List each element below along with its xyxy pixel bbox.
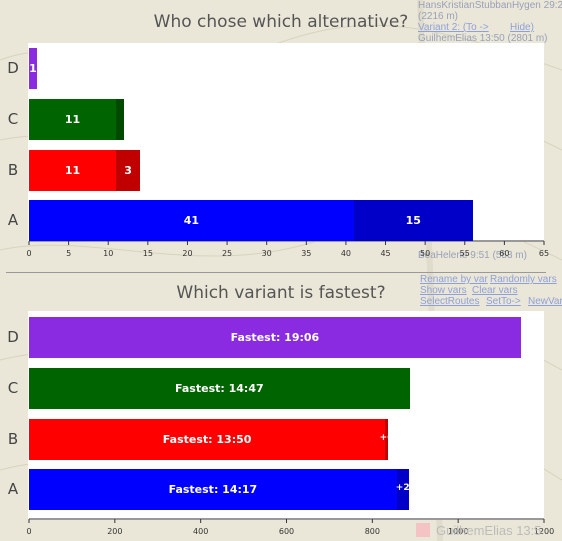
x-tick-label: 45	[380, 249, 391, 258]
x-tick-label: 400	[193, 527, 209, 536]
x-tick-label: 800	[364, 527, 380, 536]
bg-variant-link[interactable]: Variant 2: (To ->	[418, 22, 489, 33]
x-tick-label: 1000	[447, 527, 469, 536]
bg-show-vars-link[interactable]: Show vars	[420, 285, 467, 296]
x-tick-label: 50	[420, 249, 431, 258]
bar-label-d-seg1: Fastest: 19:06	[230, 330, 320, 344]
bar-label-b-seg2: 3	[124, 163, 132, 177]
bar-b-seg2	[116, 150, 140, 191]
x-tick-label: 65	[538, 249, 550, 258]
x-tick-label: 1200	[533, 527, 555, 536]
x-tick-label: 0	[26, 527, 32, 536]
bg-legend-text: GuilhemElias 13:5	[436, 523, 542, 538]
category-label: A	[7, 210, 19, 229]
x-tick-label: 40	[340, 249, 352, 258]
x-tick-label: 0	[26, 249, 32, 258]
bar-label-a-seg1: Fastest: 14:17	[168, 482, 258, 496]
chart-divider	[6, 272, 546, 273]
bg-new-var-link[interactable]: NewVar	[528, 296, 562, 307]
bar-label-c-seg1: Fastest: 14:47	[175, 381, 264, 395]
x-tick-label: 30	[261, 249, 272, 258]
category-label: A	[7, 479, 19, 498]
bar-b-seg1	[29, 150, 117, 191]
bg-randomly-link[interactable]: Randomly vars	[490, 274, 557, 285]
bg-clear-vars-link[interactable]: Clear vars	[472, 285, 518, 296]
bg-route-line-4: BeaHelene 9:51 (553 m)	[418, 250, 527, 261]
bg-legend-swatch	[416, 523, 430, 537]
x-tick-label: 200	[107, 527, 123, 536]
bar-a-seg1	[29, 200, 354, 241]
bar-label-b-seg1: 11	[64, 163, 81, 177]
bar-c-seg1	[29, 368, 410, 409]
bg-hide-link[interactable]: Hide)	[510, 22, 534, 33]
x-tick-label: 20	[182, 249, 193, 258]
chart2-title: Which variant is fastest?	[176, 283, 386, 303]
bar-label-b-seg1: Fastest: 13:50	[162, 432, 252, 446]
bar-a-seg1	[29, 469, 397, 510]
bar-label-a-seg2: +28	[395, 482, 416, 493]
bar-d-seg1	[29, 317, 521, 358]
bar-c-seg1	[29, 99, 117, 140]
x-tick-label: 25	[221, 249, 233, 258]
bar-label-b-seg2: +6	[379, 432, 394, 443]
bar-label-c-seg1: 11	[64, 112, 81, 126]
x-tick-label: 15	[142, 249, 153, 258]
x-tick-label: 10	[103, 249, 114, 258]
category-label: C	[7, 378, 19, 397]
category-label: D	[7, 327, 19, 346]
x-tick-label: 5	[66, 249, 72, 258]
bg-set-to-link[interactable]: SetTo->	[486, 296, 521, 307]
bg-route-line-3: GuilhemElias 13:50 (2801 m)	[418, 33, 548, 44]
bg-select-routes-link[interactable]: SelectRoutes	[420, 296, 480, 307]
bar-b-seg2	[385, 419, 388, 460]
x-tick-label: 35	[301, 249, 312, 258]
bar-d-seg1	[29, 48, 37, 89]
bg-rename-link[interactable]: Rename by var	[420, 274, 488, 285]
x-tick-label: 55	[459, 249, 470, 258]
category-label: B	[7, 160, 19, 179]
category-label: B	[7, 429, 19, 448]
bar-label-d-seg1: 1	[29, 61, 37, 75]
bg-route-line-1: HansKristianStubbanHygen 29:2	[418, 0, 562, 11]
x-tick-label: 600	[278, 527, 295, 536]
bar-a-seg2	[353, 200, 473, 241]
chart1-title: Who chose which alternative?	[153, 12, 409, 32]
x-tick-label: 60	[499, 249, 510, 258]
bar-b-seg1	[29, 419, 386, 460]
category-label: D	[7, 58, 19, 77]
bar-label-a-seg2: 15	[405, 213, 421, 227]
bar-label-a-seg1: 41	[183, 213, 200, 227]
bar-c-seg2	[116, 99, 125, 140]
bg-route-line-2: (2216 m)	[418, 11, 459, 22]
category-label: C	[7, 109, 19, 128]
bar-a-seg2	[396, 469, 409, 510]
